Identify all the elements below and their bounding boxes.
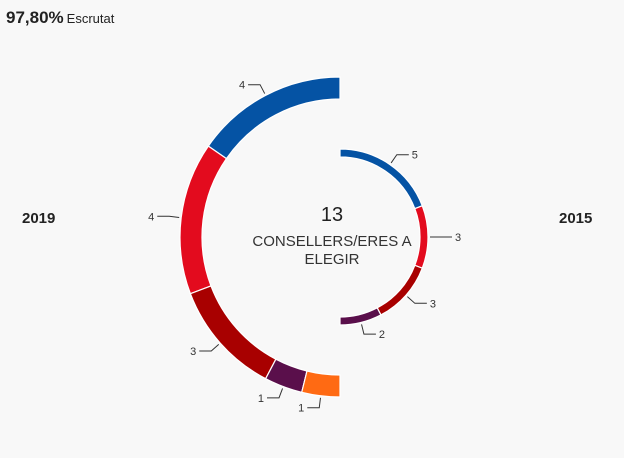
seat-leader-2015-4 [361,324,376,335]
seats-total: 13 [320,204,344,226]
year-2019-label: 2019 [22,210,56,227]
seat-leader-2019-4 [267,388,284,399]
seat-leader-2019-5 [307,397,321,409]
seat-leader-2015-1 [390,154,409,164]
seat-segment-2019-5[interactable] [300,370,341,398]
seat-label-2015-4: 2 [379,329,385,341]
seat-leader-2019-2 [157,215,180,218]
seats-caption: CONSELLERS/ERES A ELEGIR [252,233,412,268]
seat-segment-2019-2[interactable] [179,145,228,295]
seat-leader-2015-3 [407,296,427,304]
seat-segment-2015-1[interactable] [339,148,424,210]
seat-label-2015-2: 3 [455,232,461,244]
seat-segment-2015-3[interactable] [376,264,424,316]
scrutiny-percentage: 97,80% [6,8,64,27]
seat-label-2015-3: 3 [430,298,436,310]
year-2015-label: 2015 [559,210,593,227]
scrutiny-label: Escrutat [66,11,115,26]
seat-segment-2019-1[interactable] [207,76,341,160]
seat-label-2019-5: 1 [298,403,304,415]
seat-leader-2019-1 [248,84,266,94]
seat-leader-2019-3 [199,344,220,352]
seat-label-2019-1: 4 [239,80,245,92]
seat-label-2019-4: 1 [258,393,264,405]
seat-label-2015-1: 5 [412,150,418,162]
seat-label-2019-3: 3 [190,346,196,358]
seat-label-2019-2: 4 [148,211,154,223]
seat-segment-2019-3[interactable] [189,285,277,380]
seat-segment-2015-4[interactable] [339,307,382,326]
seats-summary: 13 CONSELLERS/ERES A ELEGIR [232,203,432,269]
seat-segment-2019-4[interactable] [264,358,308,394]
scrutiny-indicator: 97,80% Escrutat [6,8,114,28]
